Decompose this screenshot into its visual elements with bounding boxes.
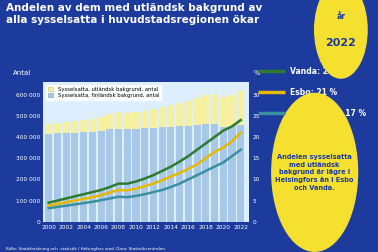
Bar bbox=[228, 95, 235, 126]
Bar bbox=[106, 129, 113, 222]
Bar bbox=[71, 121, 79, 133]
Bar bbox=[211, 124, 218, 222]
Circle shape bbox=[272, 93, 358, 251]
Bar bbox=[141, 111, 148, 128]
Text: Andelen av dem med utländsk bakgrund av
alla sysselsatta i huvudstadsregionen ök: Andelen av dem med utländsk bakgrund av … bbox=[6, 3, 262, 24]
Bar bbox=[202, 124, 209, 222]
Bar bbox=[202, 95, 209, 124]
Bar bbox=[132, 129, 139, 222]
Bar bbox=[71, 133, 79, 222]
Bar bbox=[194, 125, 201, 222]
Bar bbox=[176, 126, 183, 222]
Bar bbox=[124, 113, 131, 129]
Bar bbox=[80, 120, 87, 132]
Bar bbox=[237, 125, 244, 222]
Bar bbox=[98, 131, 105, 222]
Bar bbox=[159, 128, 166, 222]
Bar bbox=[220, 97, 227, 127]
Text: Antal: Antal bbox=[12, 70, 31, 76]
Bar bbox=[98, 117, 105, 131]
Legend: Sysselsatta, utländsk bakgrund, antal, Sysselsatta, finländsk bakgrund, antal: Sysselsatta, utländsk bakgrund, antal, S… bbox=[46, 84, 161, 100]
Bar bbox=[220, 127, 227, 222]
Bar bbox=[150, 128, 157, 222]
Text: Helsingfors: 17 %: Helsingfors: 17 % bbox=[290, 109, 366, 118]
Bar bbox=[194, 98, 201, 125]
Bar bbox=[228, 126, 235, 222]
Text: Andelen sysselsatta
med utländsk
bakgrund är lägre i
Helsingfors än i Esbo
och V: Andelen sysselsatta med utländsk bakgrun… bbox=[276, 154, 354, 191]
Bar bbox=[115, 129, 122, 222]
Bar bbox=[63, 133, 70, 222]
Bar bbox=[211, 94, 218, 124]
Bar bbox=[106, 114, 113, 129]
Bar bbox=[115, 112, 122, 129]
Bar bbox=[132, 112, 139, 129]
Bar bbox=[63, 122, 70, 133]
Bar bbox=[167, 105, 175, 127]
Bar bbox=[185, 125, 192, 222]
Bar bbox=[124, 129, 131, 222]
Text: Källa: Stadsforskning och -statistik / Helsingfors stad. Data: Statistikcentrale: Källa: Stadsforskning och -statistik / H… bbox=[6, 247, 166, 251]
Bar bbox=[185, 101, 192, 125]
Text: år: år bbox=[336, 12, 345, 21]
Bar bbox=[54, 133, 61, 222]
Bar bbox=[45, 134, 52, 222]
Bar bbox=[89, 118, 96, 132]
Bar bbox=[141, 128, 148, 222]
Bar bbox=[159, 107, 166, 128]
Bar bbox=[167, 127, 175, 222]
Bar bbox=[80, 132, 87, 222]
Bar bbox=[237, 91, 244, 125]
Text: %: % bbox=[254, 70, 260, 76]
Bar bbox=[89, 132, 96, 222]
Bar bbox=[45, 124, 52, 134]
Text: Vanda: 24 %: Vanda: 24 % bbox=[290, 67, 343, 76]
Circle shape bbox=[314, 0, 367, 78]
Bar bbox=[54, 123, 61, 133]
Text: Esbo: 21 %: Esbo: 21 % bbox=[290, 88, 337, 97]
Text: 2022: 2022 bbox=[325, 38, 356, 48]
Bar bbox=[176, 103, 183, 126]
Bar bbox=[150, 109, 157, 128]
